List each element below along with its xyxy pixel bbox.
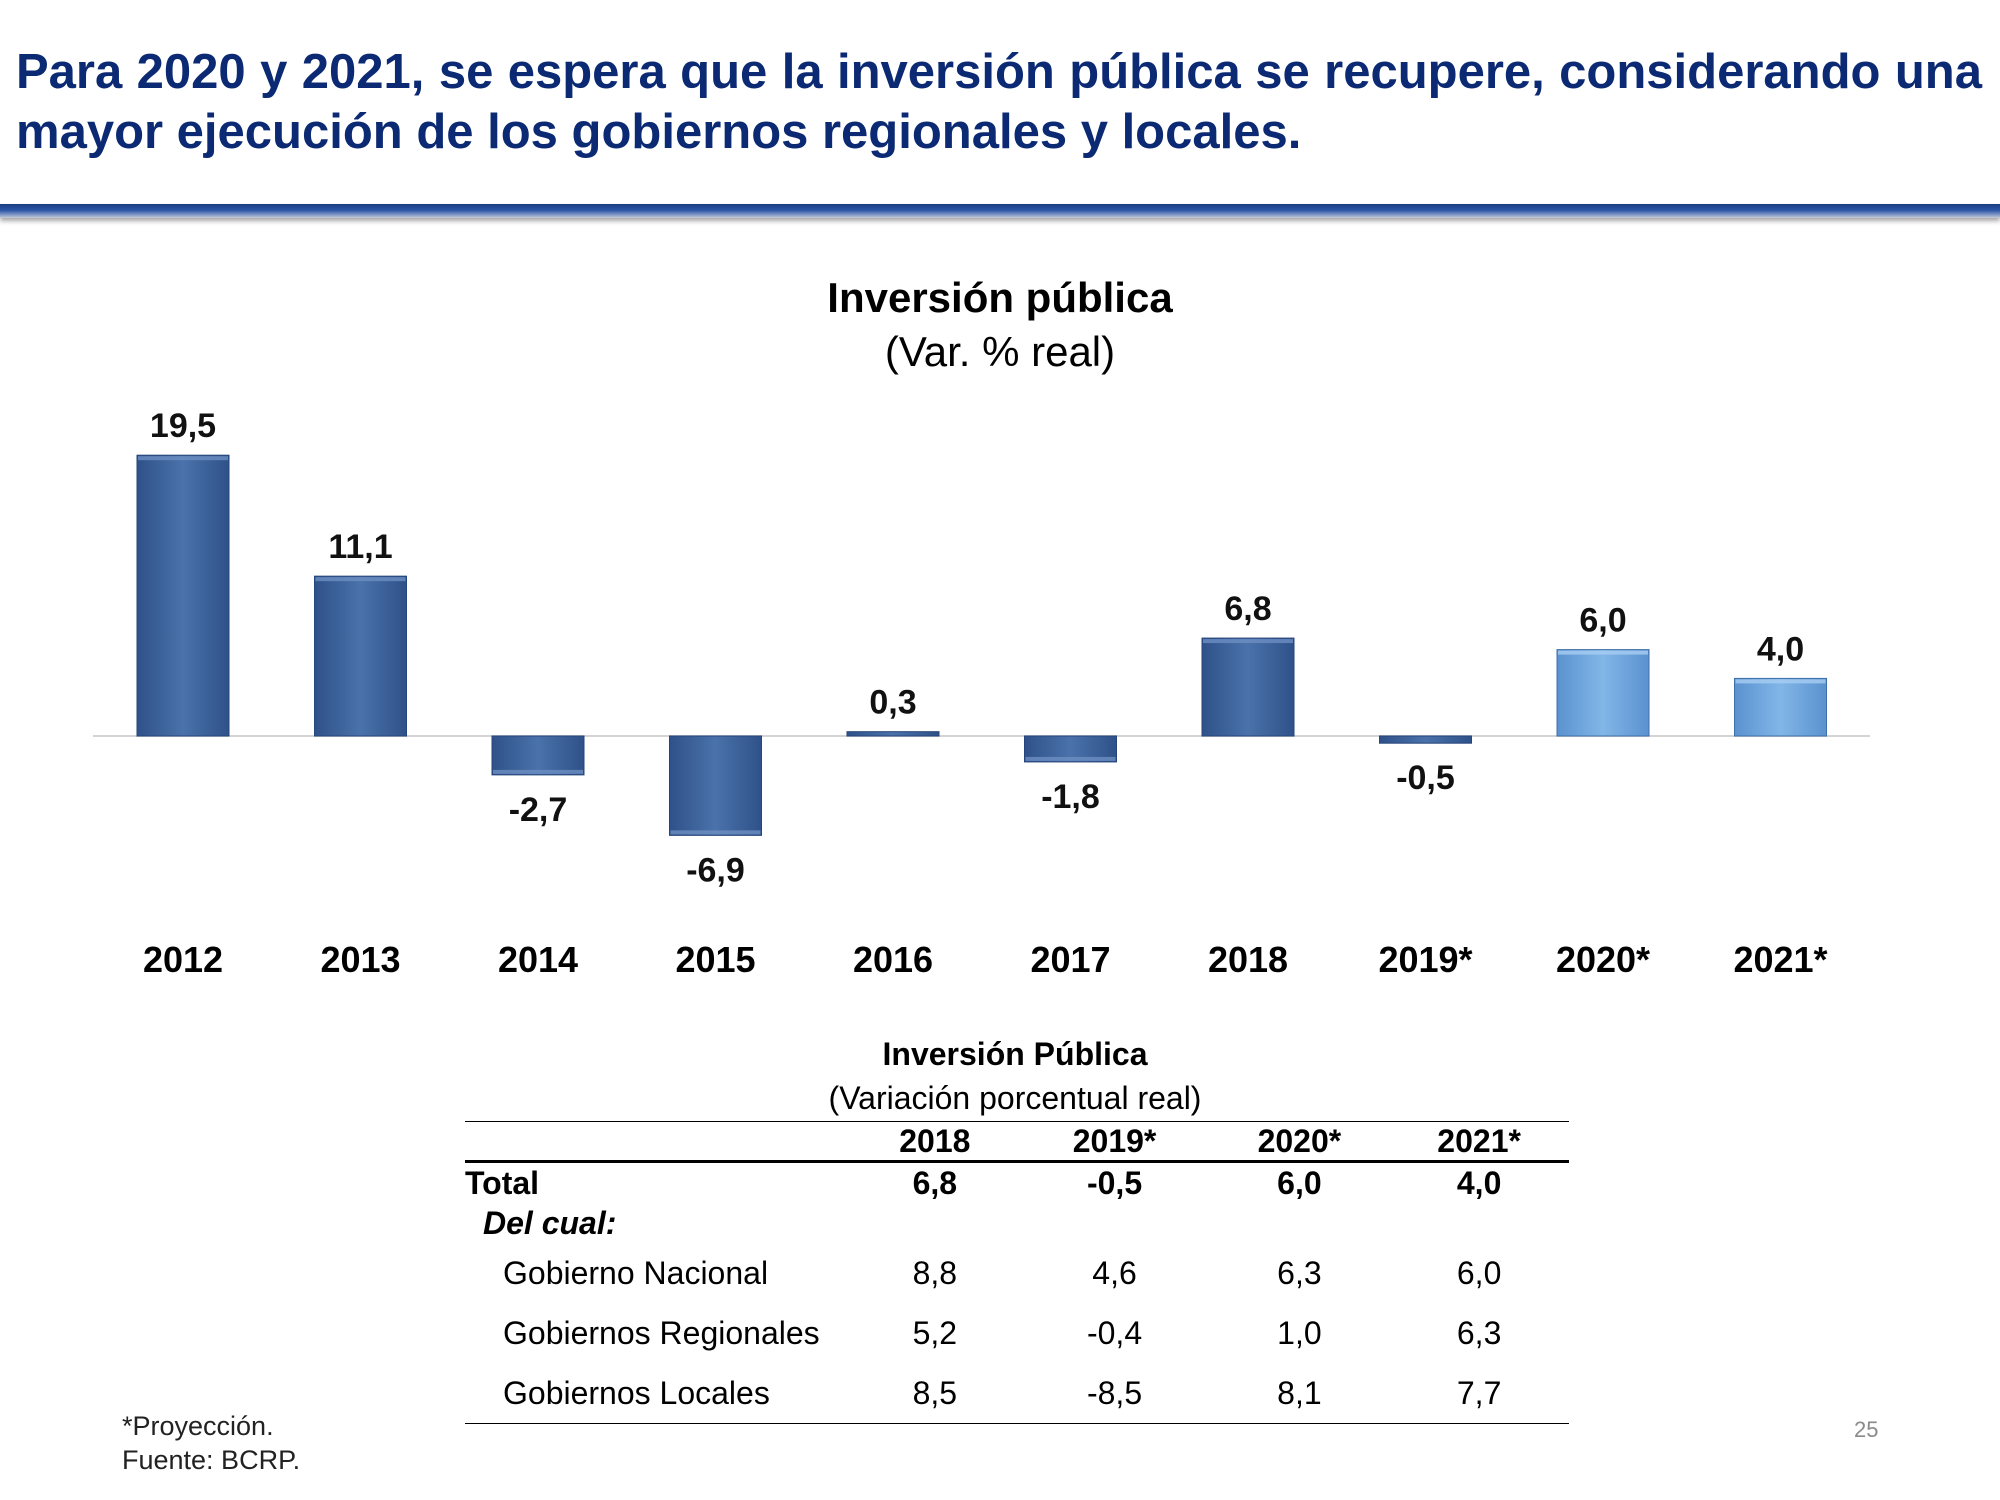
row-subhead-label: Del cual: [483,1204,617,1241]
bar-2020-proj [1556,649,1650,737]
table-cell: 8,5 [912,1374,958,1411]
table-row: Gobierno Nacional 8,8 4,6 6,3 6,0 [465,1243,1569,1303]
bar-2021-proj [1734,677,1827,737]
bar-bevel [315,577,406,582]
table-row: Gobiernos Locales 8,5 -8,5 8,1 7,7 [465,1363,1569,1424]
table-cell: 6,0 [1277,1164,1322,1201]
table-cell: 6,0 [1456,1254,1502,1291]
bar-bevel [1558,650,1648,655]
bar-bevel [138,456,228,461]
bar-2013 [314,575,407,737]
table-row-subhead: Del cual: [465,1203,1569,1243]
bar-2018 [1201,637,1295,737]
footnote-projection: *Proyección. [122,1411,274,1441]
category-tick-label: 2013 [320,939,400,980]
bar-bevel [493,769,583,774]
table-header-row: 2018 2019* 2020* 2021* [465,1121,1569,1162]
bar-2014 [491,735,585,776]
data-label: -0,5 [1396,759,1455,797]
table-header-label [465,1122,850,1162]
chart-title: Inversión pública [827,274,1173,321]
row-label: Total [465,1164,540,1201]
category-tick-label: 2016 [853,939,933,980]
data-label: -1,8 [1041,778,1100,816]
data-label: 6,0 [1579,602,1626,640]
bar-2016 [846,731,940,737]
table-cell: 6,3 [1456,1314,1502,1351]
category-tick-label: 2019* [1378,939,1472,980]
table-header-cell: 2021* [1437,1122,1521,1159]
table-cell: -0,5 [1086,1164,1143,1201]
footnote: *Proyección. Fuente: BCRP. [122,1409,300,1477]
data-label: -2,7 [509,791,568,829]
category-tick-label: 2021* [1733,939,1827,980]
table-cell: 8,8 [912,1254,958,1291]
category-tick-label: 2015 [675,939,755,980]
bar-2015 [669,735,762,836]
investment-table: 2018 2019* 2020* 2021* Total 6,8 -0,5 6,… [465,1121,1569,1424]
table-header-cell: 2019* [1072,1122,1157,1159]
bar-bevel [1025,756,1116,761]
chart-subtitle: (Var. % real) [884,328,1116,375]
bar-bevel [670,830,761,835]
bar-2019-proj [1379,735,1472,744]
category-tick-label: 2012 [143,939,223,980]
category-tick-label: 2017 [1030,939,1110,980]
row-label: Gobiernos Regionales [503,1314,820,1351]
table-cell: 4,0 [1456,1164,1502,1201]
category-tick-label: 2018 [1208,939,1288,980]
slide-title: Para 2020 y 2021, se espera que la inver… [16,45,1982,159]
page-number: 25 [1854,1417,1879,1442]
data-label: 6,8 [1224,590,1271,628]
table-cell: 4,6 [1092,1254,1137,1291]
table-cell: -0,4 [1086,1314,1143,1351]
table-header-cell: 2018 [899,1122,971,1159]
category-tick-label: 2020* [1556,939,1650,980]
data-label: -6,9 [686,851,745,889]
table-cell: 6,8 [912,1164,958,1201]
table-row-total: Total 6,8 -0,5 6,0 4,0 [465,1162,1569,1204]
table-header-cell: 2020* [1257,1122,1342,1159]
table-cell: 8,1 [1277,1374,1322,1411]
table-cell: -8,5 [1086,1374,1143,1411]
table-cell: 7,7 [1456,1374,1502,1411]
row-label: Gobierno Nacional [503,1254,769,1291]
table-subtitle: (Variación porcentual real) [828,1080,1202,1116]
data-label: 11,1 [328,528,392,566]
bar-bevel [1735,679,1826,684]
data-label: 0,3 [869,684,916,722]
table-cell: 5,2 [912,1314,958,1351]
bar-bevel [1203,639,1293,644]
table-title: Inversión Pública [882,1036,1148,1072]
table-row: Gobiernos Regionales 5,2 -0,4 1,0 6,3 [465,1303,1569,1363]
bar-2012 [136,454,230,737]
footnote-source: Fuente: BCRP. [122,1445,301,1475]
bar-chart: 19,5 2012 11,1 2013 -2,7 2014 -6,9 2015 0,3 2016 -… [93,407,1870,980]
header-divider-bar [0,204,2000,218]
table-cell: 1,0 [1277,1314,1322,1351]
row-label: Gobiernos Locales [503,1374,770,1411]
data-label: 4,0 [1757,630,1804,668]
data-label: 19,5 [150,407,216,445]
table-cell: 6,3 [1277,1254,1322,1291]
category-tick-label: 2014 [498,939,578,980]
